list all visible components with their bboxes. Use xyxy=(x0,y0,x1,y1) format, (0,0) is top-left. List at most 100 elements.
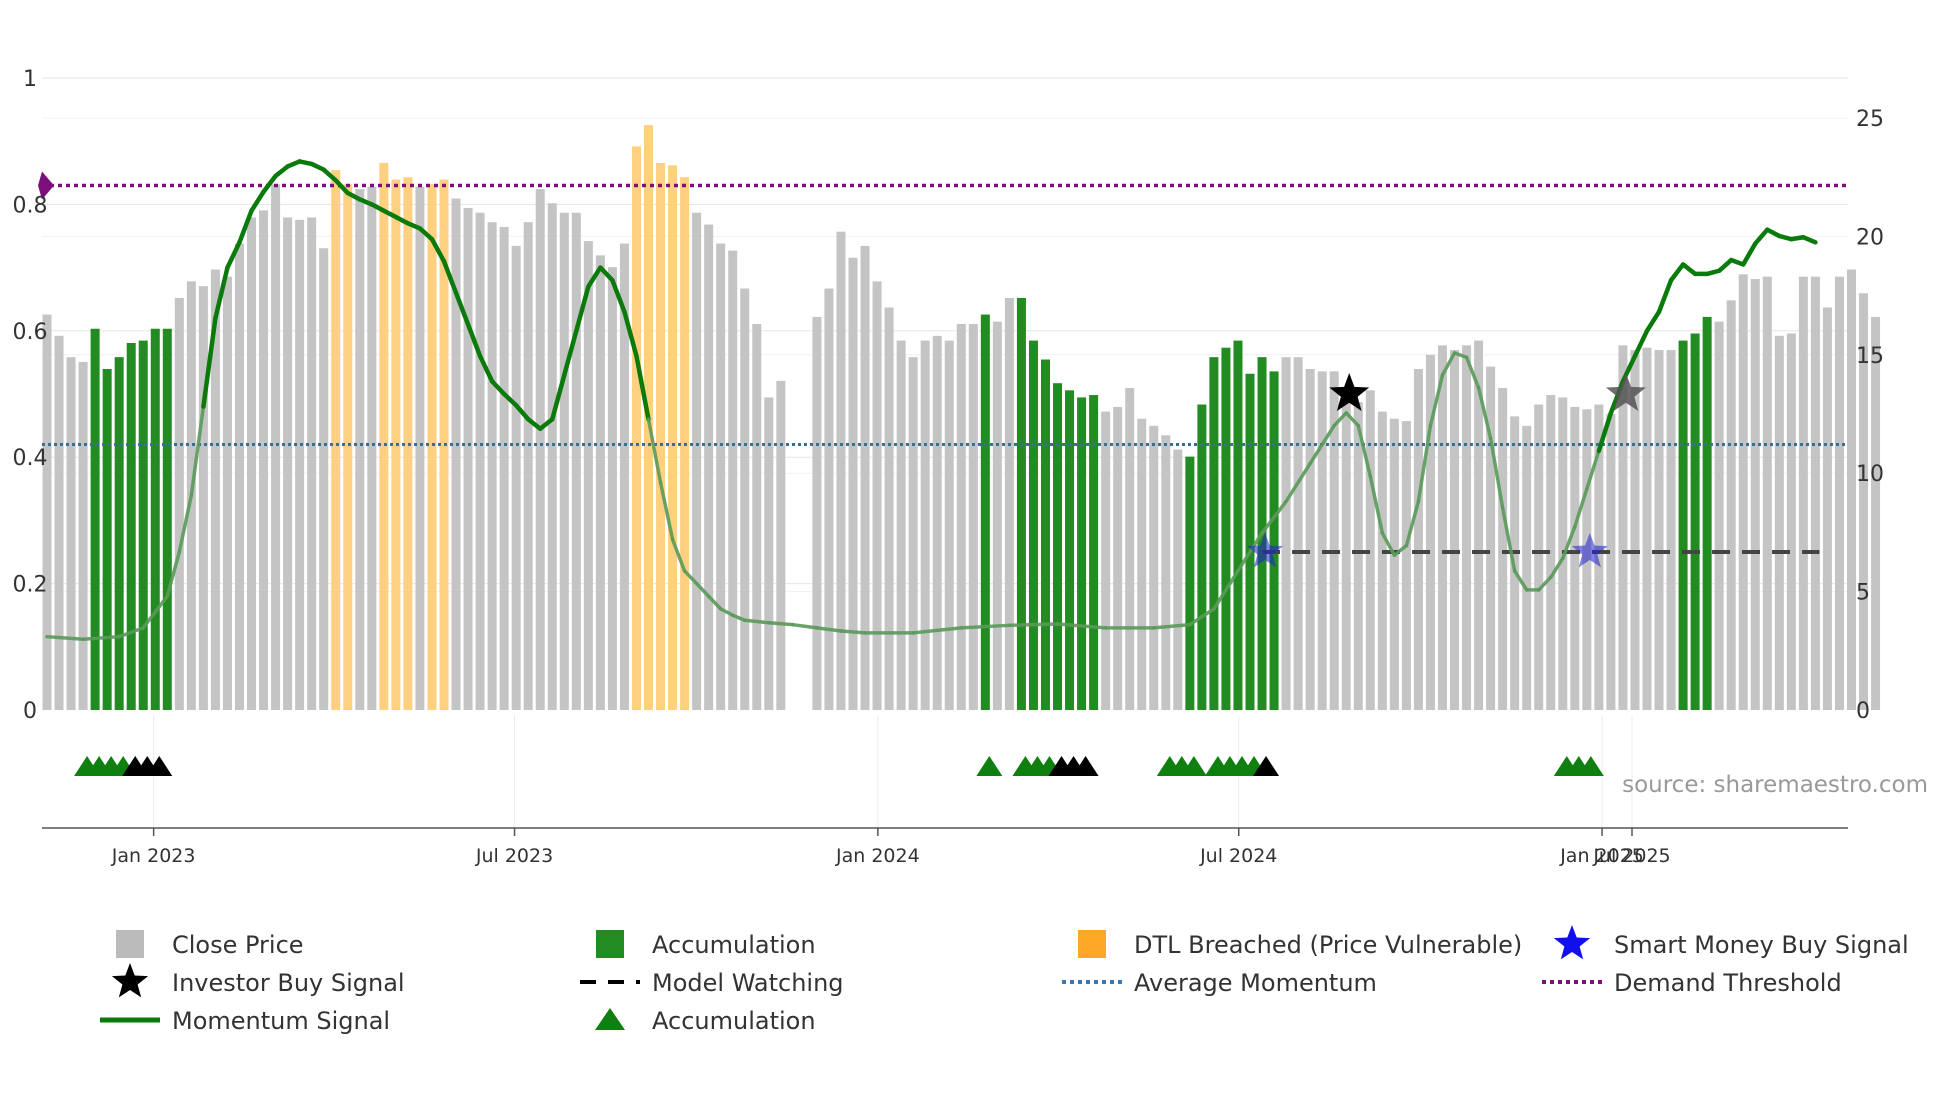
accumulation-bar xyxy=(1089,395,1099,710)
accumulation-bar xyxy=(1197,404,1207,710)
close-price-bar xyxy=(1654,350,1664,710)
close-price-bar xyxy=(872,281,882,710)
dtl-breached-bar xyxy=(379,162,389,710)
momentum-signal-segment xyxy=(333,178,350,196)
momentum-signal-segment xyxy=(1308,423,1336,466)
close-price-bar xyxy=(1389,418,1399,710)
momentum-signal-segment xyxy=(213,265,230,321)
y-right-tick-label: 25 xyxy=(1856,107,1884,132)
legend-item: Demand Threshold xyxy=(1542,969,1842,997)
momentum-signal-segment xyxy=(1368,474,1385,535)
close-price-bar xyxy=(776,380,786,710)
close-price-bar xyxy=(319,248,329,711)
momentum-signal-segment xyxy=(273,164,290,179)
close-price-bar xyxy=(1293,357,1303,710)
x-tick-label: Jan 2025 xyxy=(1559,845,1644,867)
smart-money-buy-star xyxy=(1571,533,1608,568)
accumulation-bar xyxy=(138,340,148,710)
legend-item: DTL Breached (Price Vulnerable) xyxy=(1078,930,1522,959)
source-label: source: sharemaestro.com xyxy=(1622,772,1928,798)
close-price-bar xyxy=(1726,300,1736,710)
momentum-signal-segment xyxy=(1632,328,1650,359)
momentum-signal-segment xyxy=(1512,569,1529,592)
momentum-signal-segment xyxy=(1536,575,1553,592)
close-price-bar xyxy=(54,335,64,710)
close-price-bar xyxy=(692,212,702,710)
close-price-bar xyxy=(1750,279,1760,710)
accumulation-bar xyxy=(1690,333,1700,710)
dtl-breached-bar xyxy=(331,170,341,710)
close-price-bar xyxy=(836,231,846,710)
close-price-bar xyxy=(860,245,870,710)
dtl-breached-bar xyxy=(427,184,437,710)
close-price-bar xyxy=(956,324,966,710)
close-price-bar xyxy=(66,357,76,710)
momentum-signal-segment xyxy=(730,613,747,623)
lines-layer xyxy=(38,159,1848,641)
close-price-bar xyxy=(1137,418,1147,710)
investor-buy-star xyxy=(1329,373,1370,411)
momentum-signal-segment xyxy=(177,493,194,554)
momentum-signal-segment xyxy=(225,240,242,270)
accumulation-bar xyxy=(1053,383,1063,710)
momentum-signal-segment xyxy=(465,322,483,359)
y-left-tick-label: 1 xyxy=(23,67,37,92)
momentum-signal-segment xyxy=(1332,411,1348,428)
momentum-signal-segment xyxy=(1152,622,1192,630)
close-price-bar xyxy=(1859,293,1869,710)
accumulation-bar xyxy=(102,369,112,710)
dtl-breached-bar xyxy=(391,179,401,710)
momentum-signal-segment xyxy=(658,480,675,542)
close-price-bar xyxy=(932,335,942,710)
close-price-bar xyxy=(704,224,714,710)
momentum-signal-segment xyxy=(959,623,1012,630)
momentum-signal-segment xyxy=(718,607,735,617)
legend-swatch-close-price xyxy=(116,930,144,958)
close-price-bar xyxy=(307,217,317,710)
close-price-bar xyxy=(1630,350,1640,710)
momentum-signal-segment xyxy=(791,622,819,630)
close-price-bar xyxy=(764,397,774,710)
legend: Close Price Accumulation DTL Breached (Pri… xyxy=(100,925,1909,1035)
close-price-bar xyxy=(824,288,834,710)
momentum-signal-segment xyxy=(1716,257,1734,274)
momentum-signal-segment xyxy=(706,594,723,611)
close-price-bar xyxy=(1738,274,1748,710)
momentum-signal-segment xyxy=(369,202,387,213)
close-price-bar xyxy=(1822,307,1832,710)
y-left-tick-label: 0.2 xyxy=(13,573,48,598)
y-left-tick-label: 0 xyxy=(23,699,37,724)
x-tick-label: Jan 2024 xyxy=(835,845,920,867)
momentum-signal-segment xyxy=(1236,531,1264,573)
dtl-breached-bar xyxy=(439,179,449,710)
close-price-bar xyxy=(1353,402,1363,710)
momentum-signal-segment xyxy=(839,629,867,635)
legend-accumulation-triangle-icon xyxy=(595,1008,625,1030)
accumulation-bar xyxy=(1065,390,1075,710)
accumulation-bar xyxy=(150,328,160,710)
momentum-signal-segment xyxy=(477,353,495,384)
momentum-signal-segment xyxy=(441,259,459,296)
legend-swatch-accumulation xyxy=(596,930,624,958)
accumulation-bar xyxy=(1077,397,1087,710)
momentum-signal-segment xyxy=(1260,499,1288,535)
close-price-bar xyxy=(1450,350,1460,710)
close-price-bar xyxy=(475,212,485,710)
legend-smart-money-star-icon xyxy=(1553,925,1591,960)
momentum-signal-segment xyxy=(1452,351,1469,360)
close-price-bar xyxy=(1871,316,1881,710)
momentum-signal-segment xyxy=(393,214,411,226)
close-price-bar xyxy=(812,316,822,710)
momentum-signal-segment xyxy=(767,621,795,627)
close-price-bar xyxy=(1401,421,1411,710)
close-price-bar xyxy=(848,257,858,710)
momentum-signal-segment xyxy=(1356,423,1373,478)
momentum-signal-segment xyxy=(1549,556,1565,580)
y-right-tick-label: 0 xyxy=(1856,699,1870,724)
close-price-bar xyxy=(222,276,232,710)
close-price-bar xyxy=(78,361,88,710)
close-price-bar xyxy=(908,357,918,710)
legend-label: Momentum Signal xyxy=(172,1007,390,1035)
close-price-bar xyxy=(463,207,473,710)
momentum-signal-segment xyxy=(562,328,579,378)
